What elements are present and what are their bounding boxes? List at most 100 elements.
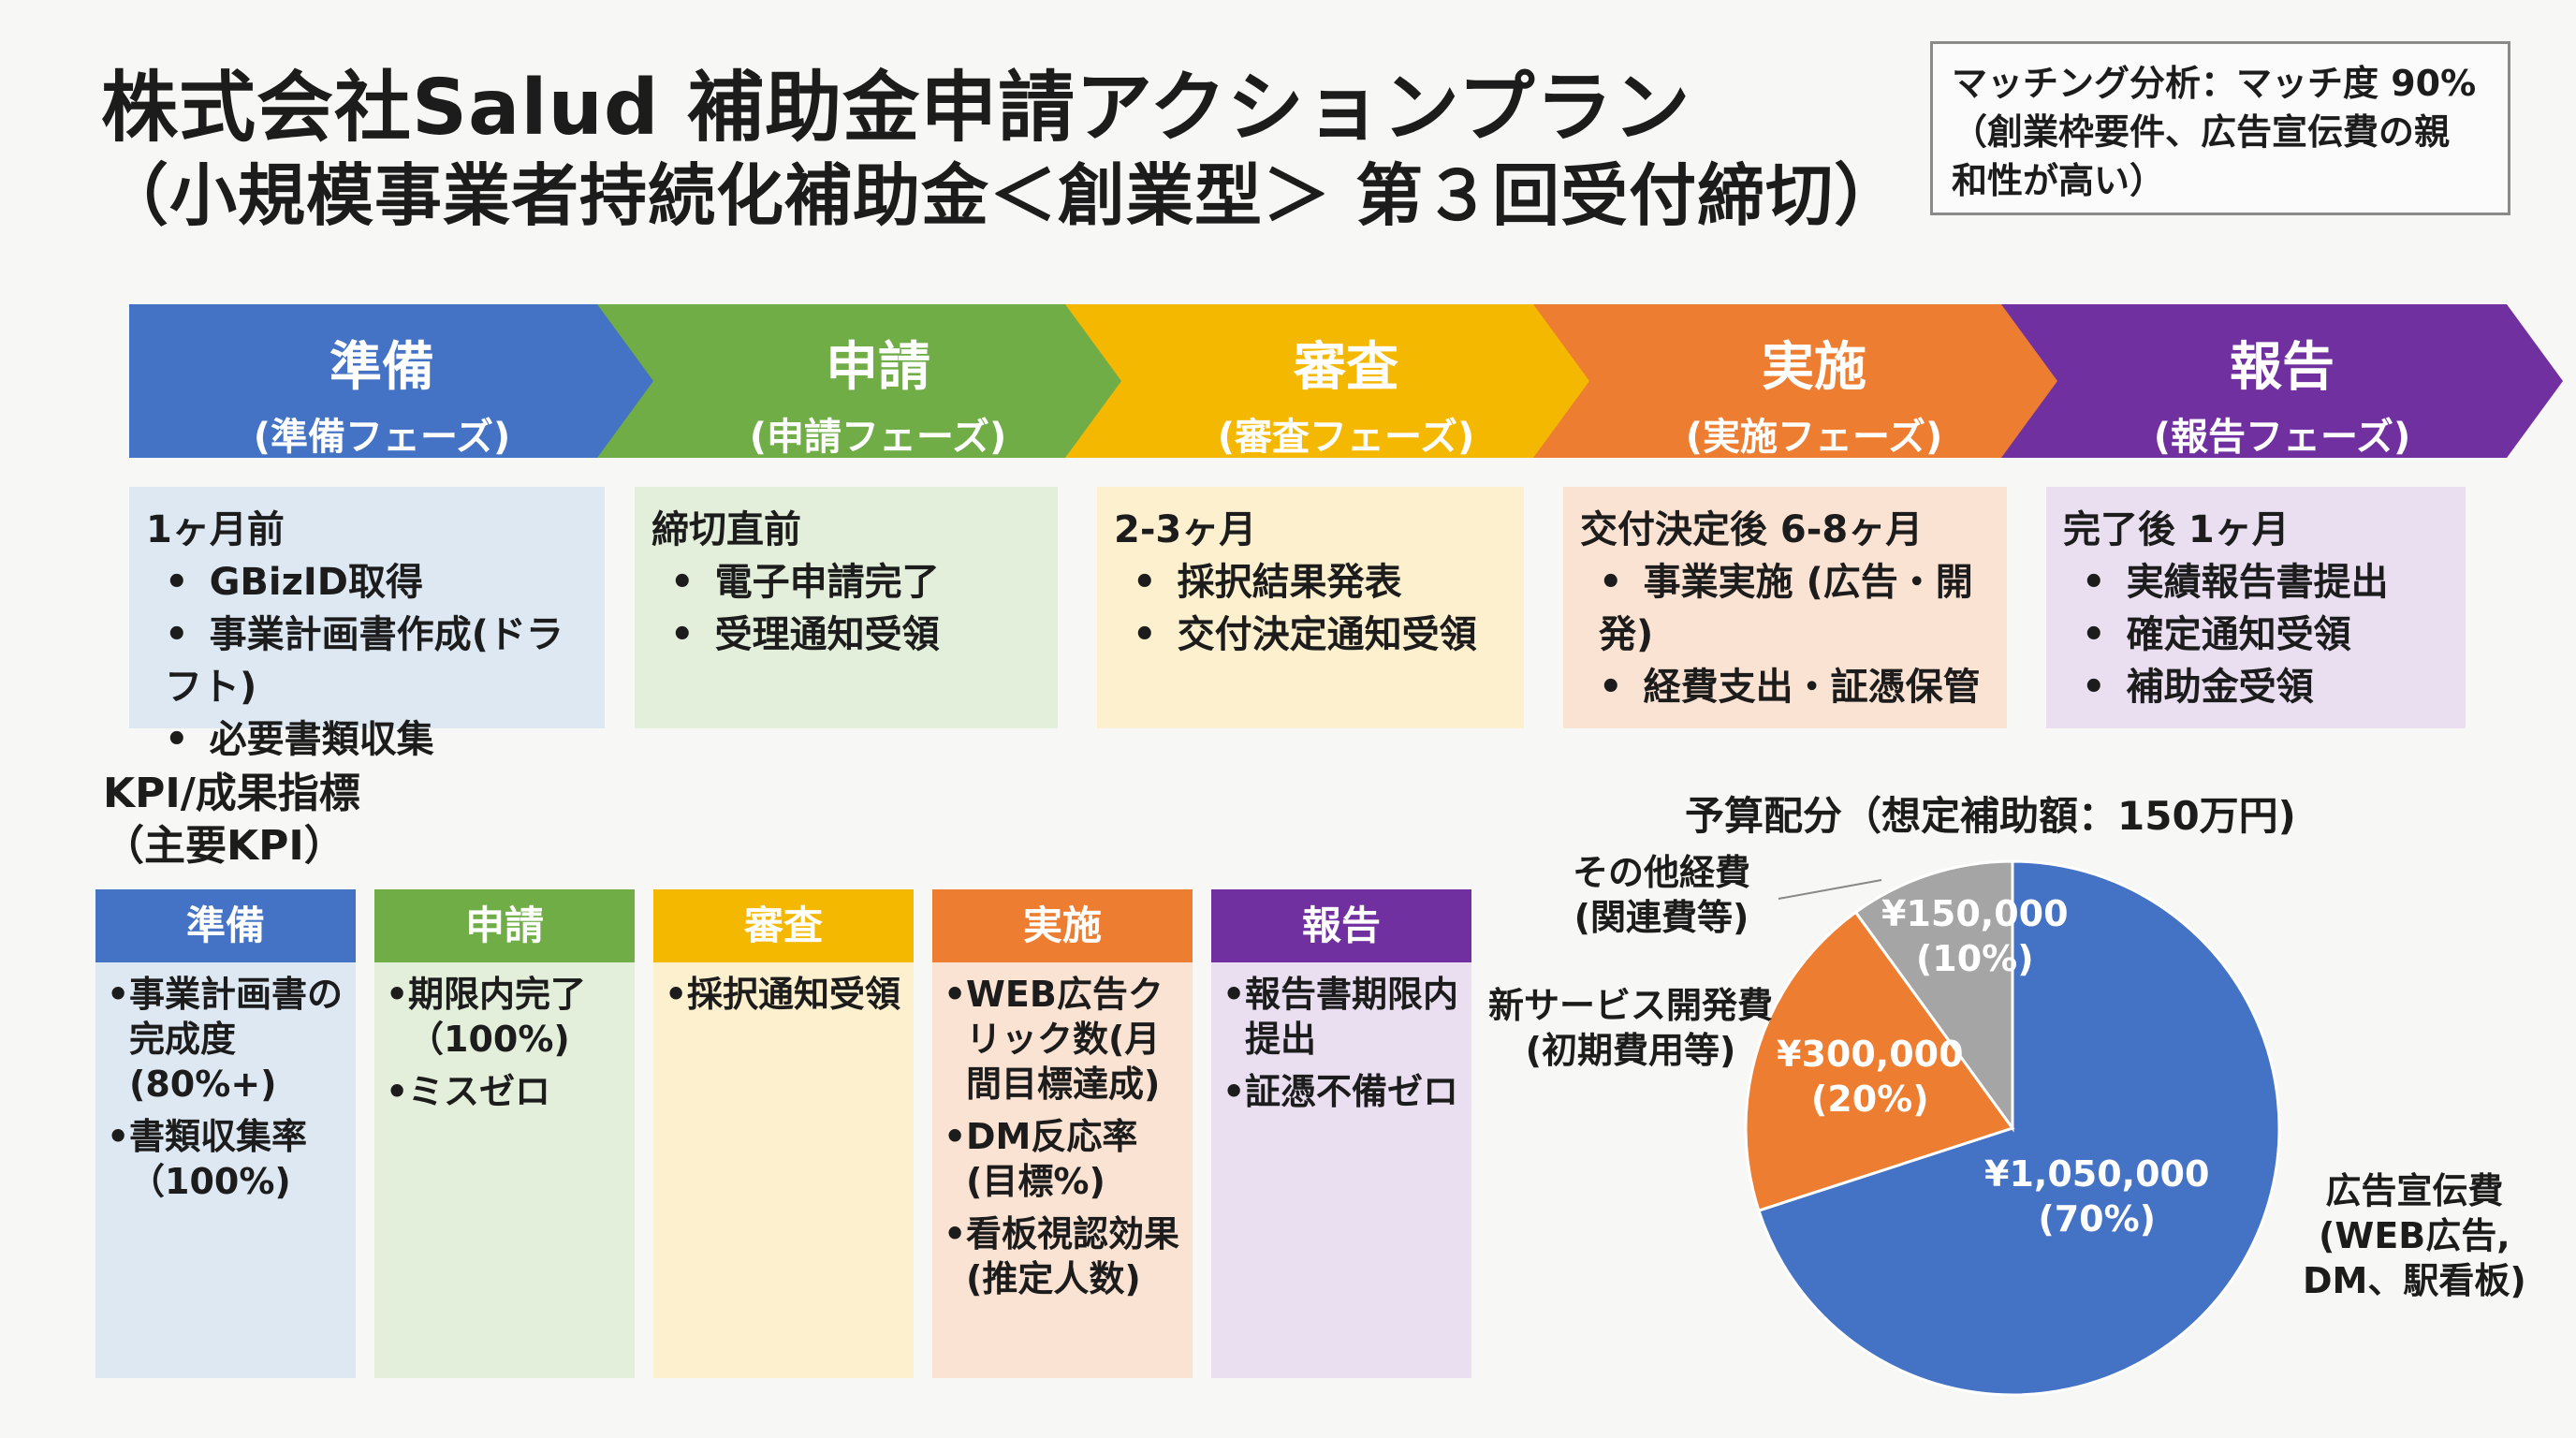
matching-line-2: （創業枠要件、広告宣伝費の親 — [1952, 111, 2451, 153]
phase-arrow-shape — [597, 304, 1159, 458]
slice-amount: ¥150,000 — [1881, 893, 2069, 934]
phase-task: 電子申請完了 — [670, 556, 1041, 609]
pie-slice-advertising — [1757, 859, 2281, 1397]
phase-title: 申請 — [826, 337, 930, 398]
kpi-item: 書類収集率（100%) — [103, 1114, 348, 1204]
phase-task: GBizID取得 — [165, 556, 588, 609]
phase-arrow-report: 報告 (報告フェーズ) — [2001, 304, 2563, 459]
kpi-column-review: 審査 採択通知受領 — [653, 889, 914, 1378]
phase-arrow-shape — [129, 304, 691, 458]
slice-percent: (70%) — [2038, 1198, 2157, 1240]
phase-details-review: 2-3ヶ月 採択結果発表 交付決定通知受領 — [1097, 487, 1524, 728]
budget-pie-chart — [1744, 859, 2281, 1397]
kpi-heading-line2: （主要KPI） — [103, 822, 345, 870]
phase-arrow-review: 審査 (審査フェーズ) — [1065, 304, 1627, 459]
kpi-heading: KPI/成果指標 （主要KPI） — [103, 768, 360, 873]
kpi-item: WEB広告クリック数(月間目標達成) — [940, 972, 1185, 1107]
phase-arrow-shape — [1533, 304, 2095, 458]
kpi-column-header: 申請 — [374, 889, 635, 962]
legend-label-line: その他経費 — [1573, 852, 1751, 893]
legend-label-line: 広告宣伝費 — [2325, 1170, 2504, 1211]
phase-task: 事業実施 (広告・開発) — [1599, 556, 1990, 661]
page-title: 株式会社Salud 補助金申請アクションプラン — [101, 64, 1691, 153]
phase-subtitle: (報告フェーズ) — [2153, 416, 2411, 459]
kpi-item: DM反応率(目標%) — [940, 1114, 1185, 1204]
legend-label-development: 新サービス開発費 (初期費用等) — [1488, 983, 1773, 1073]
kpi-item: 事業計画書の完成度(80%+) — [103, 972, 348, 1107]
phase-arrow-shape — [2001, 304, 2563, 458]
slice-label-advertising: ¥1,050,000 (70%) — [1984, 1152, 2209, 1241]
kpi-column-report: 報告 報告書期限内提出 証憑不備ゼロ — [1211, 889, 1471, 1378]
legend-label-line: 新サービス開発費 — [1488, 985, 1774, 1026]
phase-title: 報告 — [2230, 337, 2334, 398]
phase-subtitle: (申請フェーズ) — [749, 416, 1007, 459]
phase-details-report: 完了後 1ヶ月 実績報告書提出 確定通知受領 補助金受領 — [2046, 487, 2466, 728]
legend-label-other: その他経費 (関連費等) — [1573, 850, 1750, 940]
budget-chart-title: 予算配分（想定補助額：150万円) — [1685, 793, 2296, 839]
phase-task: 確定通知受領 — [2082, 609, 2449, 661]
kpi-column-header: 報告 — [1211, 889, 1471, 962]
kpi-column-header: 実施 — [932, 889, 1193, 962]
kpi-item: 看板視認効果(推定人数) — [940, 1211, 1185, 1301]
legend-label-line: (WEB広告, — [2319, 1215, 2510, 1256]
legend-label-advertising: 広告宣伝費 (WEB広告, DM、駅看板) — [2303, 1168, 2526, 1303]
phase-task: 交付決定通知受領 — [1133, 609, 1507, 661]
slice-percent: (20%) — [1810, 1078, 1929, 1120]
kpi-item: 証憑不備ゼロ — [1219, 1069, 1464, 1114]
matching-line-3: 和性が高い） — [1952, 160, 2166, 201]
phase-task: 必要書類収集 — [165, 713, 588, 766]
phase-arrow-prep: 準備 (準備フェーズ) — [129, 304, 691, 459]
legend-label-line: DM、駅看板) — [2303, 1260, 2526, 1301]
kpi-heading-line1: KPI/成果指標 — [103, 770, 360, 817]
kpi-column-body: 報告書期限内提出 証憑不備ゼロ — [1211, 962, 1471, 1378]
kpi-column-body: 期限内完了（100%) ミスゼロ — [374, 962, 635, 1378]
phase-timing: 締切直前 — [651, 508, 801, 551]
kpi-item: 報告書期限内提出 — [1219, 972, 1464, 1062]
legend-label-line: (関連費等) — [1573, 897, 1749, 938]
pie-slice-other — [1853, 859, 2014, 1133]
phase-details-prep: 1ヶ月前 GBizID取得 事業計画書作成(ドラフト) 必要書類収集 — [129, 487, 605, 761]
slice-amount: ¥1,050,000 — [1984, 1153, 2210, 1195]
kpi-column-header: 準備 — [95, 889, 356, 962]
phase-timing: 完了後 1ヶ月 — [2063, 508, 2290, 551]
phase-title: 審査 — [1294, 337, 1398, 398]
matching-analysis-box: マッチング分析：マッチ度 90% （創業枠要件、広告宣伝費の親 和性が高い） — [1930, 41, 2510, 215]
phase-timing: 交付決定後 6-8ヶ月 — [1580, 508, 1924, 551]
kpi-item: 期限内完了（100%) — [382, 972, 627, 1062]
slice-label-other: ¥150,000 (10%) — [1881, 891, 2069, 981]
phase-arrow-shape — [1065, 304, 1627, 458]
slice-percent: (10%) — [1915, 938, 2034, 979]
kpi-item: 採択通知受領 — [661, 972, 906, 1017]
phase-subtitle: (準備フェーズ) — [253, 416, 511, 459]
kpi-column-prep: 準備 事業計画書の完成度(80%+) 書類収集率（100%) — [95, 889, 356, 1378]
phase-task: 実績報告書提出 — [2082, 556, 2449, 609]
phase-details-implement: 交付決定後 6-8ヶ月 事業実施 (広告・開発) 経費支出・証憑保管 — [1563, 487, 2007, 728]
legend-label-line: (初期費用等) — [1525, 1030, 1736, 1071]
phase-arrow-apply: 申請 (申請フェーズ) — [597, 304, 1159, 459]
slice-amount: ¥300,000 — [1777, 1034, 1964, 1075]
phase-subtitle: (審査フェーズ) — [1217, 416, 1475, 459]
kpi-column-apply: 申請 期限内完了（100%) ミスゼロ — [374, 889, 635, 1378]
phase-timing: 1ヶ月前 — [146, 508, 285, 551]
pie-slice-development — [1744, 910, 2015, 1212]
kpi-item: ミスゼロ — [382, 1069, 627, 1114]
kpi-column-header: 審査 — [653, 889, 914, 962]
kpi-column-body: 採択通知受領 — [653, 962, 914, 1378]
phase-task: 経費支出・証憑保管 — [1599, 661, 1990, 713]
phase-task: 採択結果発表 — [1133, 556, 1507, 609]
phase-title: 準備 — [329, 337, 434, 398]
phase-task: 事業計画書作成(ドラフト) — [165, 609, 588, 713]
kpi-column-body: 事業計画書の完成度(80%+) 書類収集率（100%) — [95, 962, 356, 1378]
matching-line-1: マッチング分析：マッチ度 90% — [1952, 63, 2477, 104]
phase-title: 実施 — [1762, 337, 1866, 398]
page-subtitle: （小規模事業者持続化補助金＜創業型＞ 第３回受付締切） — [101, 156, 1903, 235]
slice-label-development: ¥300,000 (20%) — [1777, 1032, 1964, 1122]
phase-subtitle: (実施フェーズ) — [1685, 416, 1943, 459]
phase-timing: 2-3ヶ月 — [1114, 508, 1257, 551]
phase-task: 受理通知受領 — [670, 609, 1041, 661]
phase-details-apply: 締切直前 電子申請完了 受理通知受領 — [635, 487, 1058, 728]
phase-arrow-implement: 実施 (実施フェーズ) — [1533, 304, 2095, 459]
phase-task: 補助金受領 — [2082, 661, 2449, 713]
kpi-column-implement: 実施 WEB広告クリック数(月間目標達成) DM反応率(目標%) 看板視認効果(… — [932, 889, 1193, 1378]
kpi-column-body: WEB広告クリック数(月間目標達成) DM反応率(目標%) 看板視認効果(推定人… — [932, 962, 1193, 1378]
